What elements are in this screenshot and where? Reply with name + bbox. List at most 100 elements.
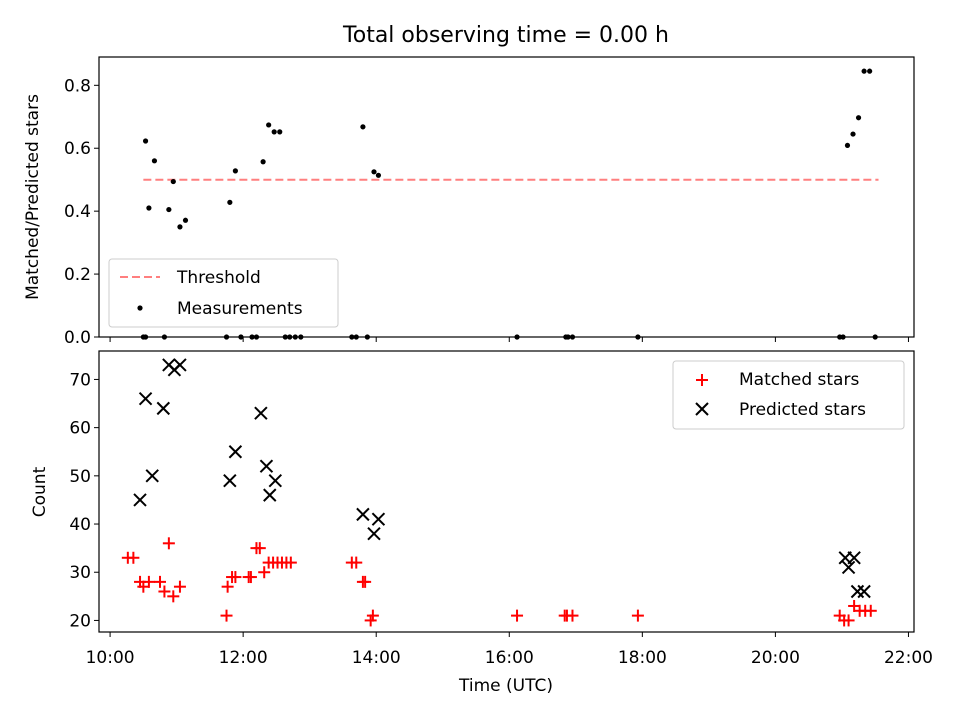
bottom-plot-frame <box>98 350 915 633</box>
predicted-star-stroke-b <box>268 473 283 488</box>
predicted-star-point <box>263 488 277 502</box>
measurement-point <box>142 138 149 144</box>
bottom-xtick-label: 22:00 <box>884 648 933 668</box>
legend-matched-label: Matched stars <box>739 370 859 390</box>
top-ytick-label: 0.4 <box>64 202 91 222</box>
bottom-xtick-label: 14:00 <box>352 648 401 668</box>
top-ytick-label: 0.8 <box>64 76 91 96</box>
matched-star-point <box>350 556 363 569</box>
bottom-xtick-label: 12:00 <box>219 648 268 668</box>
predicted-star-stroke-b <box>367 526 381 541</box>
predicted-star-stroke-b <box>173 358 187 372</box>
measurement-point <box>146 205 152 211</box>
predicted-star-stroke-b <box>857 584 871 599</box>
measurement-point <box>266 122 272 128</box>
predicted-star-stroke-b <box>133 493 147 507</box>
measurement-point <box>375 172 382 178</box>
matched-star-point <box>284 556 297 569</box>
measurement-point <box>271 129 277 135</box>
bottom-xtick-label: 18:00 <box>618 648 667 668</box>
predicted-star-point <box>254 406 268 420</box>
measurement-point <box>260 159 266 165</box>
predicted-star-point <box>145 469 159 483</box>
legend-threshold-label: Threshold <box>176 268 261 288</box>
bottom-ytick-label: 70 <box>69 370 91 390</box>
bottom-ylabel: Count <box>30 466 50 517</box>
measurement-point <box>844 142 851 149</box>
bottom-xtick-label: 10:00 <box>86 648 135 668</box>
matched-star-point <box>221 580 234 593</box>
matched-star-point <box>158 585 171 598</box>
predicted-star-stroke-b <box>263 488 277 502</box>
measurement-point <box>177 224 183 230</box>
top-plot-area: 0.0 0.2 0.4 0.6 0.8 <box>64 68 909 348</box>
top-ytick-label: 0.6 <box>64 139 91 159</box>
predicted-star-stroke-b <box>847 551 861 565</box>
predicted-star-stroke-b <box>841 560 856 575</box>
matched-star-point <box>511 609 524 622</box>
bottom-xtick-label: 20:00 <box>751 648 800 668</box>
legend-predicted-label: Predicted stars <box>739 400 866 420</box>
predicted-star-point <box>367 526 381 541</box>
bottom-ytick-label: 30 <box>69 563 91 583</box>
bottom-ytick-label: 50 <box>69 467 91 487</box>
predicted-star-point <box>228 445 243 459</box>
bottom-xtick-label: 16:00 <box>485 648 534 668</box>
predicted-star-point <box>259 459 274 473</box>
predicted-star-point <box>156 401 171 416</box>
predicted-star-point <box>138 392 153 406</box>
measurement-point <box>182 217 189 223</box>
predicted-star-stroke-b <box>138 392 153 406</box>
matched-star-point <box>220 609 233 622</box>
matched-star-point <box>173 580 186 593</box>
bottom-xlabel: Time (UTC) <box>458 676 553 696</box>
predicted-star-point <box>133 493 147 507</box>
top-ytick-label: 0.0 <box>64 328 91 348</box>
measurement-point <box>855 115 862 121</box>
legend-predicted-marker <box>695 402 709 416</box>
measurement-point <box>277 129 283 135</box>
predicted-star-stroke-b <box>259 459 274 473</box>
predicted-star-point <box>173 358 187 372</box>
bottom-ytick-label: 20 <box>69 611 91 631</box>
matched-star-point <box>153 575 166 588</box>
matched-star-point <box>566 609 579 622</box>
bottom-plot-area: 20 30 40 50 60 70 10:00 12:00 14:00 16:00 18:00 20:… <box>69 358 933 668</box>
predicted-star-point <box>371 512 386 526</box>
predicted-star-stroke-b <box>254 406 268 420</box>
top-ylabel: Matched/Predicted stars <box>23 94 43 300</box>
bottom-legend: Matched stars Predicted stars <box>672 360 905 430</box>
measurement-point <box>371 169 377 175</box>
top-legend: Threshold Measurements <box>108 258 339 328</box>
matched-star-point <box>127 551 140 564</box>
matched-star-point <box>258 566 271 579</box>
measurement-point <box>166 206 172 213</box>
measurement-point <box>227 199 233 205</box>
legend-measurements-marker <box>137 305 143 311</box>
matched-star-point <box>631 609 644 622</box>
measurement-point <box>151 158 158 164</box>
predicted-star-point <box>356 507 370 522</box>
legend-measurements-label: Measurements <box>177 299 303 319</box>
matched-star-point <box>366 609 379 622</box>
measurement-point <box>232 168 238 174</box>
matched-star-point <box>142 575 155 588</box>
predicted-star-point <box>268 473 283 488</box>
legend-matched-marker <box>696 374 708 386</box>
matched-star-point <box>162 537 175 550</box>
predicted-star-stroke-b <box>223 473 237 488</box>
predicted-star-stroke-b <box>228 445 243 459</box>
top-chart-title: Total observing time = 0.00 h <box>342 23 669 48</box>
matched-star-point <box>167 590 180 603</box>
top-plot-frame <box>98 56 915 338</box>
measurement-point <box>867 68 873 74</box>
predicted-star-stroke-b <box>356 507 370 522</box>
bottom-legend-box <box>672 360 905 430</box>
predicted-star-point <box>223 473 237 488</box>
measurement-point <box>861 68 867 74</box>
predicted-star-point <box>857 584 871 599</box>
measurement-point <box>850 131 856 137</box>
predicted-star-stroke-b <box>145 469 159 483</box>
matched-star-point <box>229 571 242 584</box>
